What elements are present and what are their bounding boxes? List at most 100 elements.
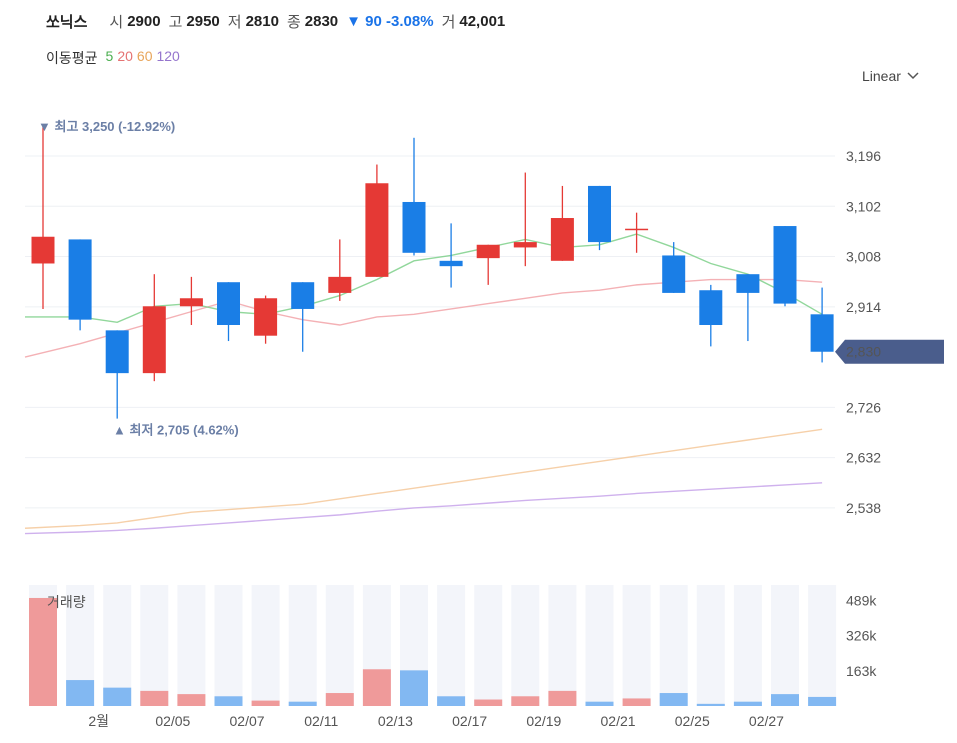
candle-body <box>736 274 760 293</box>
candle-body <box>625 228 649 231</box>
volume-bar <box>103 687 132 706</box>
candle-body <box>588 185 611 243</box>
date-tick-label: 02/11 <box>304 713 338 729</box>
low-label: 저 <box>227 13 242 31</box>
volume-bar <box>140 690 169 706</box>
high-label: 고 <box>168 13 183 31</box>
candle-body <box>402 201 426 253</box>
volume-bg-column <box>474 585 503 706</box>
ma-legend-120[interactable]: 120 <box>156 48 180 64</box>
candle-body <box>291 282 315 309</box>
volume-bg-column <box>585 585 614 706</box>
chevron-down-icon <box>907 72 919 80</box>
volume-bar <box>214 696 243 706</box>
volume-bar <box>251 700 280 706</box>
volume-bg-column <box>177 585 206 706</box>
volume-bar <box>400 670 428 706</box>
volume-bg-column <box>103 585 132 706</box>
candle-body <box>810 314 834 352</box>
volume-bar <box>66 680 95 706</box>
volume-bg-column <box>771 585 799 706</box>
date-axis: 2월 02/05 02/07 02/11 02/13 02/17 02/19 02/21 02/… <box>88 713 784 729</box>
current-price-tag <box>835 339 944 364</box>
candlesticks <box>31 127 834 419</box>
scale-selector-label: Linear <box>862 68 901 84</box>
close-value: 2830 <box>304 12 339 30</box>
ma60-line <box>24 428 823 529</box>
volume-bar <box>474 699 503 706</box>
price-tick-label: 3,196 <box>846 148 881 164</box>
price-tick-label: 2,632 <box>846 450 881 466</box>
date-tick-label: 02/19 <box>526 713 561 729</box>
candle-body <box>773 226 797 304</box>
ma-legend-5[interactable]: 5 <box>105 48 114 64</box>
volume-bg-column <box>140 585 169 706</box>
moving-average-lines <box>24 233 823 535</box>
candle-body <box>254 298 278 336</box>
volume-bg-column <box>325 585 354 706</box>
volume-bar <box>733 701 762 706</box>
volume-label: 거 <box>441 13 456 31</box>
volume-bg-column <box>288 585 317 706</box>
volume-bar <box>808 696 837 706</box>
date-tick-label: 02/07 <box>230 713 265 729</box>
candle-body <box>179 298 203 307</box>
volume-bar <box>29 597 57 706</box>
volume-bar <box>177 694 206 706</box>
volume-bar <box>622 698 651 706</box>
volume-tick-label: 489k <box>846 592 877 608</box>
stock-header: 쏘닉스 시 2900 고 2950 저 2810 종 2830 ▼ 90 -3.… <box>46 10 513 32</box>
high-annotation: ▼ 최고 3,250 (-12.92%) <box>38 119 175 134</box>
date-tick-label: 2월 <box>88 713 109 729</box>
volume-panel: 거래량 489k 326k 163k <box>29 585 877 706</box>
ma-legend-20[interactable]: 20 <box>117 48 133 64</box>
date-tick-label: 02/27 <box>749 713 784 729</box>
candle-body <box>513 242 537 248</box>
candle-body <box>217 282 240 325</box>
low-annotation: ▲ 최저 2,705 (4.62%) <box>113 423 239 438</box>
date-tick-label: 02/05 <box>155 713 190 729</box>
volume-bar <box>585 701 614 706</box>
price-tick-label: 2,726 <box>846 399 881 415</box>
volume-bg-column <box>251 585 280 706</box>
price-tick-label: 2,914 <box>846 299 881 315</box>
candle-body <box>142 306 166 374</box>
date-tick-label: 02/21 <box>601 713 636 729</box>
open-label: 시 <box>109 13 124 31</box>
volume-value: 42,001 <box>459 12 506 30</box>
candle-body <box>699 290 723 325</box>
volume-bg-column <box>696 585 725 706</box>
candle-body <box>550 218 574 261</box>
volume-bar <box>696 703 725 706</box>
volume-bar <box>659 693 688 706</box>
volume-bar <box>548 690 577 706</box>
current-price-label: 2,830 <box>846 344 881 360</box>
volume-bg-column <box>622 585 651 706</box>
volume-bar <box>437 696 466 706</box>
scale-selector[interactable]: Linear <box>862 68 919 84</box>
price-change: ▼ 90 -3.08% <box>346 12 434 30</box>
low-value: 2810 <box>245 12 279 30</box>
date-tick-label: 02/13 <box>378 713 413 729</box>
ma20-line <box>24 278 823 358</box>
price-tick-label: 3,008 <box>846 249 881 265</box>
annotations: ▼ 최고 3,250 (-12.92%) ▲ 최저 2,705 (4.62%) <box>38 119 239 438</box>
candle-body <box>476 244 500 259</box>
open-value: 2900 <box>127 12 161 30</box>
volume-bar <box>362 669 391 706</box>
price-axis: 3,196 3,102 3,008 2,914 2,726 2,632 2,538 2,830 <box>835 148 944 516</box>
volume-bar <box>288 701 317 706</box>
date-tick-label: 02/17 <box>452 713 487 729</box>
volume-tick-label: 163k <box>846 663 877 679</box>
volume-bg-column <box>511 585 540 706</box>
volume-tick-label: 326k <box>846 628 877 644</box>
volume-bg-column <box>548 585 577 706</box>
candle-body <box>439 260 463 267</box>
ma-legend-60[interactable]: 60 <box>136 48 153 64</box>
volume-bar <box>325 693 354 706</box>
date-tick-label: 02/25 <box>675 713 710 729</box>
volume-bar <box>511 696 540 706</box>
price-tick-label: 2,538 <box>846 500 881 516</box>
ma-legend-title: 이동평균 <box>46 50 98 66</box>
